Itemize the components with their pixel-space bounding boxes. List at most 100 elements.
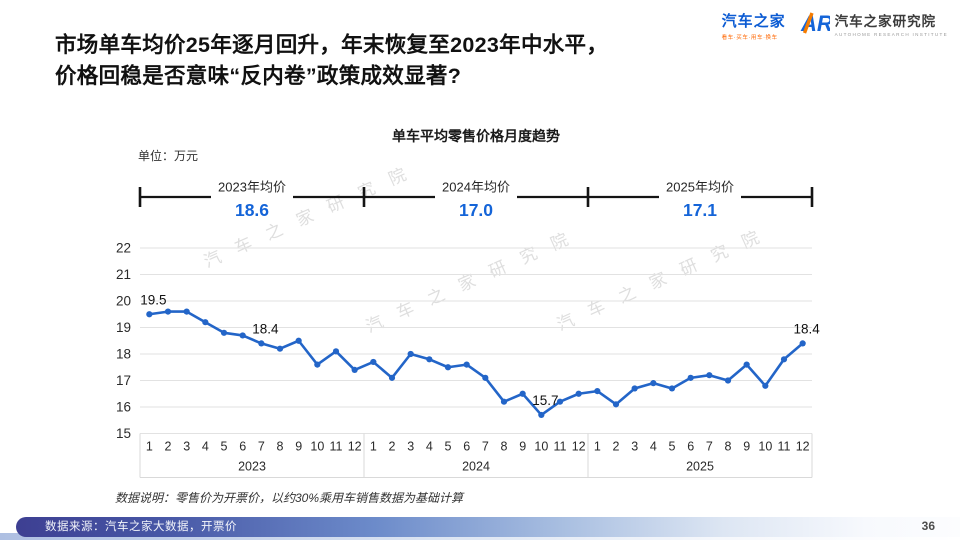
data-point: [500, 398, 508, 405]
data-point: [351, 366, 358, 373]
point-label: 15.7: [532, 393, 558, 408]
avg-value: 17.0: [459, 200, 493, 220]
month-label: 7: [706, 440, 713, 454]
page-title-line2: 价格回稳是否意味“反内卷”政策成效显著?: [55, 64, 462, 88]
research-institute-logo: AR 汽车之家研究院 AUTOHOME RESEARCH INSTITUTE: [800, 10, 948, 37]
data-point: [220, 329, 228, 336]
data-point: [687, 374, 694, 381]
data-point: [444, 364, 452, 371]
point-label: 18.4: [252, 321, 279, 336]
month-label: 6: [687, 440, 694, 454]
month-label: 2: [165, 440, 172, 454]
y-tick-label: 22: [116, 241, 131, 256]
data-point: [388, 374, 396, 381]
data-point: [519, 390, 526, 397]
chart-title: 单车平均零售价格月度趋势: [392, 128, 560, 144]
month-label: 7: [258, 440, 265, 454]
month-label: 4: [426, 440, 433, 454]
month-label: 6: [239, 440, 246, 454]
data-point: [575, 390, 582, 397]
avg-title: 2025年均价: [666, 180, 734, 195]
y-axis-labels: 15 16 17 18 19 20 21 22: [116, 241, 131, 442]
data-point: [202, 319, 209, 326]
data-point: [258, 340, 265, 347]
unit-label: 单位：万元: [138, 149, 199, 163]
month-label: 1: [594, 440, 601, 454]
avg-title: 2023年均价: [218, 180, 286, 195]
footer-bar: [16, 517, 960, 537]
data-point: [239, 332, 246, 339]
data-point: [146, 311, 153, 318]
page-title: 市场单车均价25年逐月回升，年末恢复至2023年中水平， 价格回稳是否意味“反内…: [55, 30, 775, 92]
year-label: 2024: [462, 460, 490, 474]
ar-logo-icon: AR: [800, 11, 830, 36]
watermark-text: 汽 车 之 家 研 究 院: [201, 162, 415, 271]
month-label: 7: [482, 440, 489, 454]
month-label: 9: [743, 440, 750, 454]
x-axis: 1 2 3 4 5 6 7 8 9 10 11 12 1 2 3 4 5 6 7 8 9 10 11 12 1 2 3 4 5 6 7 8 9 1…: [139, 433, 813, 478]
point-label: 19.5: [140, 292, 166, 307]
data-point: [183, 308, 190, 315]
data-point: [314, 361, 321, 368]
data-point: [370, 358, 377, 366]
data-point: [332, 348, 340, 355]
month-label: 12: [348, 440, 362, 454]
data-point: [295, 337, 302, 344]
month-label: 9: [295, 440, 302, 454]
month-label: 2: [613, 440, 620, 454]
month-label: 3: [407, 440, 414, 454]
y-tick-label: 15: [116, 426, 131, 441]
month-label: 6: [463, 440, 470, 454]
data-point: [650, 380, 657, 387]
data-point: [594, 388, 601, 395]
month-label: 11: [554, 440, 567, 454]
data-point: [538, 411, 545, 419]
point-labels: 19.5 18.4 15.7 18.4: [140, 292, 820, 408]
data-point: [556, 398, 564, 405]
year-label: 2023: [238, 460, 266, 474]
month-label: 10: [310, 440, 324, 454]
data-note: 数据说明：零售价为开票价，以约30%乘用车销售数据为基础计算: [115, 491, 464, 505]
watermarks: 汽 车 之 家 研 究 院汽 车 之 家 研 究 院汽 车 之 家 研 究 院: [201, 162, 768, 336]
average-bracket: 2023年均价 18.6 2024年均价 17.0 2025年均价 17.1: [138, 180, 814, 220]
data-point: [276, 345, 284, 352]
data-point: [463, 361, 470, 368]
point-label: 18.4: [794, 321, 821, 336]
month-label: 12: [572, 440, 586, 454]
header-logos: 汽车之家 看车·买车·用车·换车 AR 汽车之家研究院 AUTOHOME RES…: [722, 10, 948, 41]
month-label: 3: [631, 440, 638, 454]
data-point: [631, 385, 638, 392]
data-point: [780, 356, 788, 363]
data-point: [724, 377, 732, 384]
month-label: 9: [519, 440, 526, 454]
month-label: 12: [796, 440, 810, 454]
month-label: 8: [725, 440, 732, 454]
month-label: 5: [669, 440, 676, 454]
y-tick-label: 18: [116, 347, 131, 362]
autohome-logo-text: 汽车之家: [721, 13, 786, 30]
institute-name-cn: 汽车之家研究院: [834, 14, 937, 29]
data-point: [164, 308, 172, 315]
avg-value: 18.6: [235, 200, 269, 220]
month-label: 5: [221, 440, 228, 454]
watermark-text: 汽 车 之 家 研 究 院: [554, 225, 768, 334]
page-title-line1: 市场单车均价25年逐月回升，年末恢复至2023年中水平，: [55, 33, 609, 57]
month-label: 5: [445, 440, 452, 454]
data-points: [146, 308, 806, 419]
data-point: [407, 350, 414, 358]
data-point: [668, 385, 676, 392]
month-label: 8: [277, 440, 284, 454]
institute-text: 汽车之家研究院 AUTOHOME RESEARCH INSTITUTE: [835, 10, 948, 37]
y-tick-label: 16: [116, 400, 131, 415]
data-point: [426, 356, 433, 363]
data-point: [762, 382, 769, 389]
month-label: 10: [534, 440, 548, 454]
avg-value: 17.1: [683, 200, 717, 220]
price-line: [148, 310, 804, 417]
y-tick-label: 21: [116, 267, 131, 282]
month-label: 11: [778, 440, 791, 454]
month-label: 11: [330, 440, 343, 454]
month-label: 10: [758, 440, 772, 454]
data-point: [482, 374, 489, 381]
